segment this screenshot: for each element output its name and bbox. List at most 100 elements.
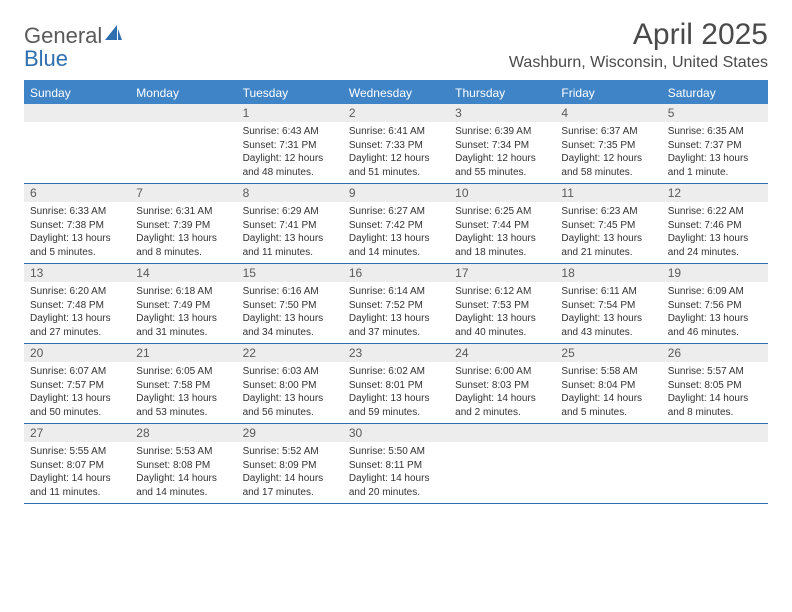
day-cell: 16Sunrise: 6:14 AMSunset: 7:52 PMDayligh…: [343, 264, 449, 343]
day-cell: [24, 104, 130, 183]
day-body: Sunrise: 6:39 AMSunset: 7:34 PMDaylight:…: [449, 122, 555, 183]
day-cell: [662, 424, 768, 503]
day-number: 24: [449, 344, 555, 362]
sunrise-label: Sunrise: 5:55 AM: [30, 445, 124, 459]
sunrise-label: Sunrise: 6:16 AM: [243, 285, 337, 299]
sunset-label: Sunset: 7:54 PM: [561, 299, 655, 313]
day-cell: [555, 424, 661, 503]
sunset-label: Sunset: 7:44 PM: [455, 219, 549, 233]
sunset-label: Sunset: 7:34 PM: [455, 139, 549, 153]
sunset-label: Sunset: 7:53 PM: [455, 299, 549, 313]
sunset-label: Sunset: 8:11 PM: [349, 459, 443, 473]
day-body: Sunrise: 5:50 AMSunset: 8:11 PMDaylight:…: [343, 442, 449, 503]
month-title: April 2025: [509, 18, 768, 52]
day-cell: 29Sunrise: 5:52 AMSunset: 8:09 PMDayligh…: [237, 424, 343, 503]
sunrise-label: Sunrise: 6:39 AM: [455, 125, 549, 139]
daylight-label: Daylight: 13 hours and 43 minutes.: [561, 312, 655, 339]
daylight-label: Daylight: 14 hours and 17 minutes.: [243, 472, 337, 499]
sunset-label: Sunset: 8:09 PM: [243, 459, 337, 473]
sunrise-label: Sunrise: 6:29 AM: [243, 205, 337, 219]
daylight-label: Daylight: 13 hours and 31 minutes.: [136, 312, 230, 339]
daylight-label: Daylight: 13 hours and 46 minutes.: [668, 312, 762, 339]
sunset-label: Sunset: 7:37 PM: [668, 139, 762, 153]
sunrise-label: Sunrise: 6:37 AM: [561, 125, 655, 139]
day-number: 16: [343, 264, 449, 282]
daylight-label: Daylight: 13 hours and 53 minutes.: [136, 392, 230, 419]
day-header-thursday: Thursday: [449, 82, 555, 104]
daylight-label: Daylight: 13 hours and 14 minutes.: [349, 232, 443, 259]
day-cell: 7Sunrise: 6:31 AMSunset: 7:39 PMDaylight…: [130, 184, 236, 263]
daylight-label: Daylight: 13 hours and 11 minutes.: [243, 232, 337, 259]
day-header-friday: Friday: [555, 82, 661, 104]
sunset-label: Sunset: 7:58 PM: [136, 379, 230, 393]
sunset-label: Sunset: 8:01 PM: [349, 379, 443, 393]
location-label: Washburn, Wisconsin, United States: [509, 54, 768, 72]
day-cell: 14Sunrise: 6:18 AMSunset: 7:49 PMDayligh…: [130, 264, 236, 343]
logo-text-general: General: [24, 24, 102, 47]
day-body: Sunrise: 5:52 AMSunset: 8:09 PMDaylight:…: [237, 442, 343, 503]
day-cell: [130, 104, 236, 183]
day-cell: 28Sunrise: 5:53 AMSunset: 8:08 PMDayligh…: [130, 424, 236, 503]
day-number: 27: [24, 424, 130, 442]
day-body: Sunrise: 6:02 AMSunset: 8:01 PMDaylight:…: [343, 362, 449, 423]
sunset-label: Sunset: 7:39 PM: [136, 219, 230, 233]
day-number: 12: [662, 184, 768, 202]
daylight-label: Daylight: 13 hours and 24 minutes.: [668, 232, 762, 259]
week-row: 20Sunrise: 6:07 AMSunset: 7:57 PMDayligh…: [24, 344, 768, 424]
sunset-label: Sunset: 7:57 PM: [30, 379, 124, 393]
day-cell: [449, 424, 555, 503]
day-body: Sunrise: 6:41 AMSunset: 7:33 PMDaylight:…: [343, 122, 449, 183]
sunset-label: Sunset: 8:08 PM: [136, 459, 230, 473]
sunrise-label: Sunrise: 6:22 AM: [668, 205, 762, 219]
daylight-label: Daylight: 14 hours and 14 minutes.: [136, 472, 230, 499]
day-number: 18: [555, 264, 661, 282]
daylight-label: Daylight: 13 hours and 21 minutes.: [561, 232, 655, 259]
day-cell: 9Sunrise: 6:27 AMSunset: 7:42 PMDaylight…: [343, 184, 449, 263]
logo-text-blue: Blue: [24, 47, 68, 70]
sunset-label: Sunset: 7:35 PM: [561, 139, 655, 153]
day-body: Sunrise: 6:27 AMSunset: 7:42 PMDaylight:…: [343, 202, 449, 263]
day-number: 13: [24, 264, 130, 282]
sunset-label: Sunset: 7:42 PM: [349, 219, 443, 233]
daylight-label: Daylight: 12 hours and 58 minutes.: [561, 152, 655, 179]
week-row: 27Sunrise: 5:55 AMSunset: 8:07 PMDayligh…: [24, 424, 768, 504]
day-cell: 5Sunrise: 6:35 AMSunset: 7:37 PMDaylight…: [662, 104, 768, 183]
day-cell: 15Sunrise: 6:16 AMSunset: 7:50 PMDayligh…: [237, 264, 343, 343]
sunrise-label: Sunrise: 6:07 AM: [30, 365, 124, 379]
day-body: Sunrise: 6:16 AMSunset: 7:50 PMDaylight:…: [237, 282, 343, 343]
day-cell: 1 Sunrise: 6:43 AMSunset: 7:31 PMDaylight…: [237, 104, 343, 183]
day-body: Sunrise: 6:07 AMSunset: 7:57 PMDaylight:…: [24, 362, 130, 423]
sunrise-label: Sunrise: 6:41 AM: [349, 125, 443, 139]
day-number: 26: [662, 344, 768, 362]
day-number: [662, 424, 768, 442]
sunset-label: Sunset: 7:56 PM: [668, 299, 762, 313]
sunset-label: Sunset: 7:33 PM: [349, 139, 443, 153]
sunset-label: Sunset: 8:04 PM: [561, 379, 655, 393]
sunrise-label: Sunrise: 6:05 AM: [136, 365, 230, 379]
week-row: 6Sunrise: 6:33 AMSunset: 7:38 PMDaylight…: [24, 184, 768, 264]
sunrise-label: Sunrise: 5:50 AM: [349, 445, 443, 459]
day-body: Sunrise: 6:03 AMSunset: 8:00 PMDaylight:…: [237, 362, 343, 423]
sunrise-label: Sunrise: 6:12 AM: [455, 285, 549, 299]
daylight-label: Daylight: 14 hours and 2 minutes.: [455, 392, 549, 419]
week-row: 1Sunrise: 6:43 AMSunset: 7:31 PMDaylight…: [24, 104, 768, 184]
sunrise-label: Sunrise: 6:02 AM: [349, 365, 443, 379]
day-number: [555, 424, 661, 442]
day-cell: 6Sunrise: 6:33 AMSunset: 7:38 PMDaylight…: [24, 184, 130, 263]
sunset-label: Sunset: 8:00 PM: [243, 379, 337, 393]
day-number: 30: [343, 424, 449, 442]
daylight-label: Daylight: 12 hours and 48 minutes.: [243, 152, 337, 179]
day-body: Sunrise: 5:57 AMSunset: 8:05 PMDaylight:…: [662, 362, 768, 423]
day-cell: 11Sunrise: 6:23 AMSunset: 7:45 PMDayligh…: [555, 184, 661, 263]
sunrise-label: Sunrise: 6:20 AM: [30, 285, 124, 299]
day-body: Sunrise: 5:53 AMSunset: 8:08 PMDaylight:…: [130, 442, 236, 503]
day-number: 1: [237, 104, 343, 122]
sunset-label: Sunset: 8:05 PM: [668, 379, 762, 393]
day-header-wednesday: Wednesday: [343, 82, 449, 104]
sunrise-label: Sunrise: 6:43 AM: [243, 125, 337, 139]
day-number: 4: [555, 104, 661, 122]
day-cell: 2Sunrise: 6:41 AMSunset: 7:33 PMDaylight…: [343, 104, 449, 183]
sunset-label: Sunset: 7:46 PM: [668, 219, 762, 233]
day-header-sunday: Sunday: [24, 82, 130, 104]
sunset-label: Sunset: 7:31 PM: [243, 139, 337, 153]
